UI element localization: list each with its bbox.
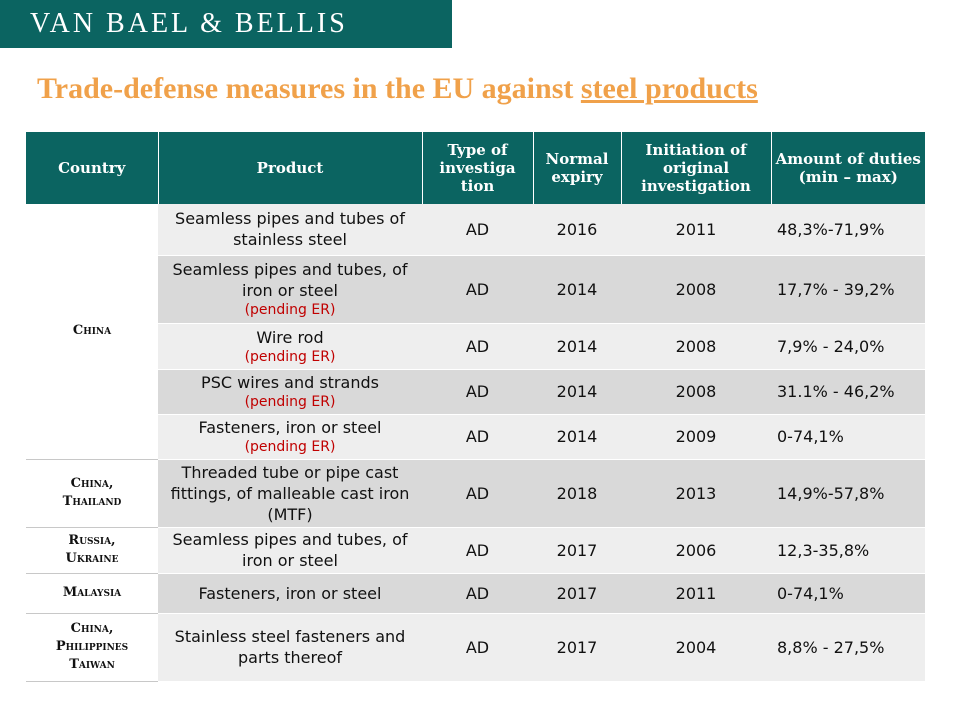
expiry-cell: 2017 bbox=[533, 613, 621, 682]
table-row: Malaysia Fasteners, iron or steel AD 201… bbox=[26, 573, 925, 614]
header-amount: Amount of duties (min – max) bbox=[771, 132, 925, 204]
initiation-cell: 2008 bbox=[621, 323, 771, 370]
table-row: Seamless pipes and tubes, of iron or ste… bbox=[26, 255, 925, 324]
pending-note: (pending ER) bbox=[244, 302, 336, 318]
initiation-cell: 2011 bbox=[621, 204, 771, 256]
initiation-cell: 2011 bbox=[621, 573, 771, 614]
type-cell: AD bbox=[422, 204, 533, 256]
initiation-cell: 2004 bbox=[621, 613, 771, 682]
product-cell: Seamless pipes and tubes, of iron or ste… bbox=[158, 255, 422, 324]
initiation-cell: 2009 bbox=[621, 414, 771, 460]
type-cell: AD bbox=[422, 527, 533, 574]
product-cell: Stainless steel fasteners and parts ther… bbox=[158, 613, 422, 682]
type-cell: AD bbox=[422, 369, 533, 415]
country-name: China bbox=[72, 323, 112, 339]
country-cell: Russia, Ukraine bbox=[26, 527, 158, 574]
header-type: Type of investiga tion bbox=[422, 132, 534, 204]
pending-note: (pending ER) bbox=[244, 348, 336, 365]
pending-note: (pending ER) bbox=[244, 394, 336, 410]
expiry-cell: 2016 bbox=[533, 204, 621, 256]
amount-cell: 17,7% - 39,2% bbox=[771, 255, 925, 324]
expiry-cell: 2018 bbox=[533, 459, 621, 528]
type-cell: AD bbox=[422, 414, 533, 460]
amount-cell: 7,9% - 24,0% bbox=[771, 323, 925, 370]
initiation-cell: 2008 bbox=[621, 255, 771, 324]
country-name: China, bbox=[70, 621, 114, 636]
amount-cell: 0-74,1% bbox=[771, 573, 925, 614]
product-name: Fasteners, iron or steel bbox=[198, 418, 382, 437]
product-cell: Fasteners, iron or steel bbox=[158, 573, 422, 614]
country-name: Thailand bbox=[62, 494, 122, 509]
amount-cell: 12,3-35,8% bbox=[771, 527, 925, 574]
product-name: Stainless steel fasteners and parts ther… bbox=[174, 627, 406, 667]
country-cell: China, Thailand bbox=[26, 459, 158, 528]
product-name: Threaded tube or pipe cast fittings, of … bbox=[170, 462, 410, 524]
header-initiation: Initiation of original investigation bbox=[621, 132, 772, 204]
amount-cell: 8,8% - 27,5% bbox=[771, 613, 925, 682]
product-cell: Wire rod (pending ER) bbox=[158, 323, 422, 370]
country-name: Malaysia bbox=[62, 585, 122, 600]
table-row: China Seamless pipes and tubes of stainl… bbox=[26, 204, 925, 460]
country-cell: Malaysia bbox=[26, 573, 158, 614]
expiry-cell: 2014 bbox=[533, 369, 621, 415]
country-name: Ukraine bbox=[65, 551, 119, 566]
table-row: China, Thailand Threaded tube or pipe cas… bbox=[26, 459, 925, 528]
product-name: PSC wires and strands bbox=[201, 373, 379, 392]
table-row: Wire rod (pending ER) AD 2014 2008 7,9% -… bbox=[26, 323, 925, 370]
initiation-cell: 2013 bbox=[621, 459, 771, 528]
table-row: PSC wires and strands (pending ER) AD 201… bbox=[26, 369, 925, 415]
expiry-cell: 2014 bbox=[533, 323, 621, 370]
product-name: Seamless pipes and tubes, of iron or ste… bbox=[172, 260, 408, 300]
country-name: China, bbox=[70, 476, 114, 491]
country-name: Taiwan bbox=[69, 657, 115, 672]
amount-cell: 48,3%-71,9% bbox=[771, 204, 925, 256]
product-name: Fasteners, iron or steel bbox=[198, 583, 382, 603]
country-name: Russia, bbox=[68, 533, 116, 548]
product-name: Seamless pipes and tubes of stainless st… bbox=[175, 209, 405, 250]
initiation-cell: 2008 bbox=[621, 369, 771, 415]
header-country: Country bbox=[26, 132, 159, 204]
header-product: Product bbox=[158, 132, 423, 204]
measures-table: Country Product Type of investiga tion N… bbox=[26, 132, 925, 682]
slide-title: Trade-defense measures in the EU against… bbox=[37, 72, 758, 106]
brand-logo: VAN BAEL & BELLIS bbox=[30, 8, 348, 39]
product-cell: Seamless pipes and tubes of stainless st… bbox=[158, 204, 422, 256]
title-underlined: steel products bbox=[580, 72, 758, 105]
table-row: Russia, Ukraine Seamless pipes and tubes,… bbox=[26, 527, 925, 574]
type-cell: AD bbox=[422, 459, 533, 528]
product-name: Wire rod bbox=[256, 327, 324, 347]
title-prefix: Trade-defense measures in the EU against bbox=[37, 72, 581, 105]
initiation-cell: 2006 bbox=[621, 527, 771, 574]
table-row: China, Philippines Taiwan Stainless steel … bbox=[26, 613, 925, 682]
country-cell: China bbox=[26, 204, 158, 460]
expiry-cell: 2017 bbox=[533, 573, 621, 614]
type-cell: AD bbox=[422, 323, 533, 370]
expiry-cell: 2014 bbox=[533, 414, 621, 460]
country-cell: China, Philippines Taiwan bbox=[26, 613, 158, 682]
expiry-cell: 2014 bbox=[533, 255, 621, 324]
type-cell: AD bbox=[422, 613, 533, 682]
brand-bar: VAN BAEL & BELLIS bbox=[0, 0, 452, 48]
type-cell: AD bbox=[422, 255, 533, 324]
amount-cell: 31.1% - 46,2% bbox=[771, 369, 925, 415]
pending-note: (pending ER) bbox=[244, 439, 336, 455]
type-cell: AD bbox=[422, 573, 533, 614]
country-name: Philippines bbox=[55, 639, 129, 654]
product-cell: PSC wires and strands (pending ER) bbox=[158, 369, 422, 415]
product-name: Seamless pipes and tubes, of iron or ste… bbox=[172, 530, 408, 570]
table-row: Fasteners, iron or steel (pending ER) AD … bbox=[26, 414, 925, 460]
amount-cell: 0-74,1% bbox=[771, 414, 925, 460]
table-header-row: Country Product Type of investiga tion N… bbox=[26, 132, 925, 204]
expiry-cell: 2017 bbox=[533, 527, 621, 574]
product-cell: Threaded tube or pipe cast fittings, of … bbox=[158, 459, 422, 528]
product-cell: Seamless pipes and tubes, of iron or ste… bbox=[158, 527, 422, 574]
amount-cell: 14,9%-57,8% bbox=[771, 459, 925, 528]
product-cell: Fasteners, iron or steel (pending ER) bbox=[158, 414, 422, 460]
header-expiry: Normal expiry bbox=[533, 132, 622, 204]
